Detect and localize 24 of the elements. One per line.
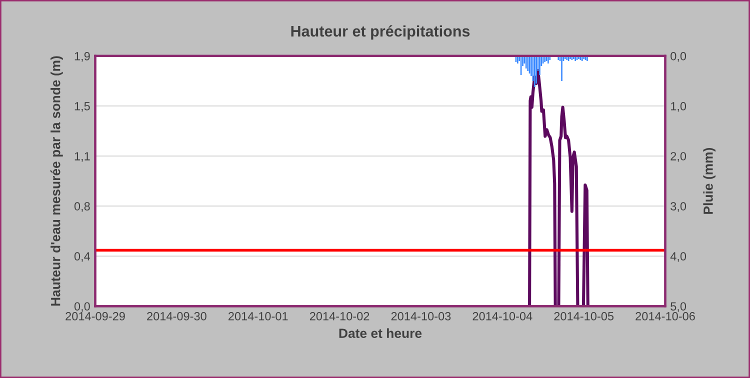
y2-tick-label: 0,0	[670, 52, 686, 62]
x-tick-label: 2014-09-29	[66, 312, 125, 320]
x-tick-label: 2014-10-06	[636, 312, 695, 320]
x-tick-label: 2014-10-04	[472, 312, 532, 320]
y-tick-label: 0,8	[74, 202, 90, 212]
x-tick-label: 2014-10-05	[554, 312, 614, 320]
y2-tick-label: 2,0	[670, 152, 686, 162]
chart-title: Hauteur et précipitations	[291, 25, 470, 40]
y-axis-title: Hauteur d'eau mesurée par la sonde (m)	[50, 56, 63, 306]
x-tick-label: 2014-10-02	[310, 312, 370, 320]
y-tick-label: 0,4	[74, 252, 90, 262]
y-tick-label: 1,5	[74, 102, 90, 112]
x-tick-label: 2014-10-03	[391, 312, 451, 320]
y2-tick-label: 1,0	[671, 102, 686, 112]
y-tick-label: 1,9	[74, 52, 90, 62]
x-axis-title: Date et heure	[339, 328, 422, 338]
y-tick-label: 0,0	[74, 302, 90, 312]
y2-tick-label: 4,0	[670, 252, 686, 262]
x-tick-label: 2014-10-01	[228, 312, 288, 320]
y2-tick-label: 3,0	[670, 202, 686, 212]
x-tick-label: 2014-09-30	[147, 312, 206, 320]
y2-tick-label: 5,0	[670, 302, 686, 312]
y2-axis-title: Pluie (mm)	[703, 148, 716, 214]
y-tick-label: 1,1	[74, 152, 90, 162]
